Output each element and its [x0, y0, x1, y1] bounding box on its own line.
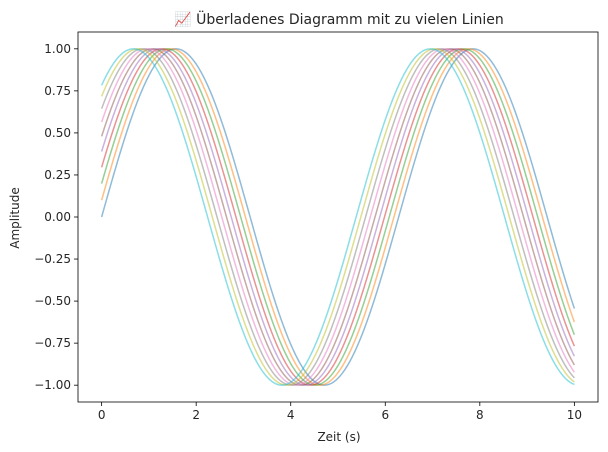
y-tick-label: 0.25	[44, 168, 71, 182]
series-line-8	[100, 48, 575, 386]
series-line-3	[100, 48, 576, 386]
y-tick-label: 0.50	[44, 126, 71, 140]
x-tick-label: 2	[192, 408, 200, 422]
x-tick-label: 0	[98, 408, 106, 422]
series-layer	[100, 48, 576, 386]
x-tick-label: 4	[287, 408, 295, 422]
series-line-2	[100, 48, 576, 386]
x-tick-label: 8	[476, 408, 484, 422]
series-line-7	[100, 48, 575, 386]
y-tick-label: −0.75	[34, 336, 71, 350]
series-line-6	[100, 48, 576, 386]
series-line-4	[100, 48, 576, 386]
x-tick-label: 10	[567, 408, 582, 422]
x-tick-label: 6	[381, 408, 389, 422]
series-line-10	[100, 48, 575, 386]
series-line-1	[100, 48, 576, 386]
plot-area: 0 2 4 6 8 10 1.00 0.75 0.50 0.25 0.00 −0.25 −0.50 −0.…	[34, 31, 599, 422]
y-tick-label: 0.75	[44, 84, 71, 98]
y-tick-label: −1.00	[34, 378, 71, 392]
y-tick-label: −0.25	[34, 252, 71, 266]
y-tick-label: 1.00	[44, 42, 71, 56]
axes-layer: 0 2 4 6 8 10 1.00 0.75 0.50 0.25 0.00 −0.25 −0.50 −0.…	[34, 31, 599, 422]
series-line-5	[100, 48, 576, 386]
y-tick-label: 0.00	[44, 210, 71, 224]
chart-title: 📈 Überladenes Diagramm mit zu vielen Lin…	[174, 10, 503, 28]
y-tick-label: −0.50	[34, 294, 71, 308]
y-axis-label: Amplitude	[8, 187, 22, 249]
x-axis-label: Zeit (s)	[317, 430, 360, 444]
series-line-9	[100, 48, 575, 386]
